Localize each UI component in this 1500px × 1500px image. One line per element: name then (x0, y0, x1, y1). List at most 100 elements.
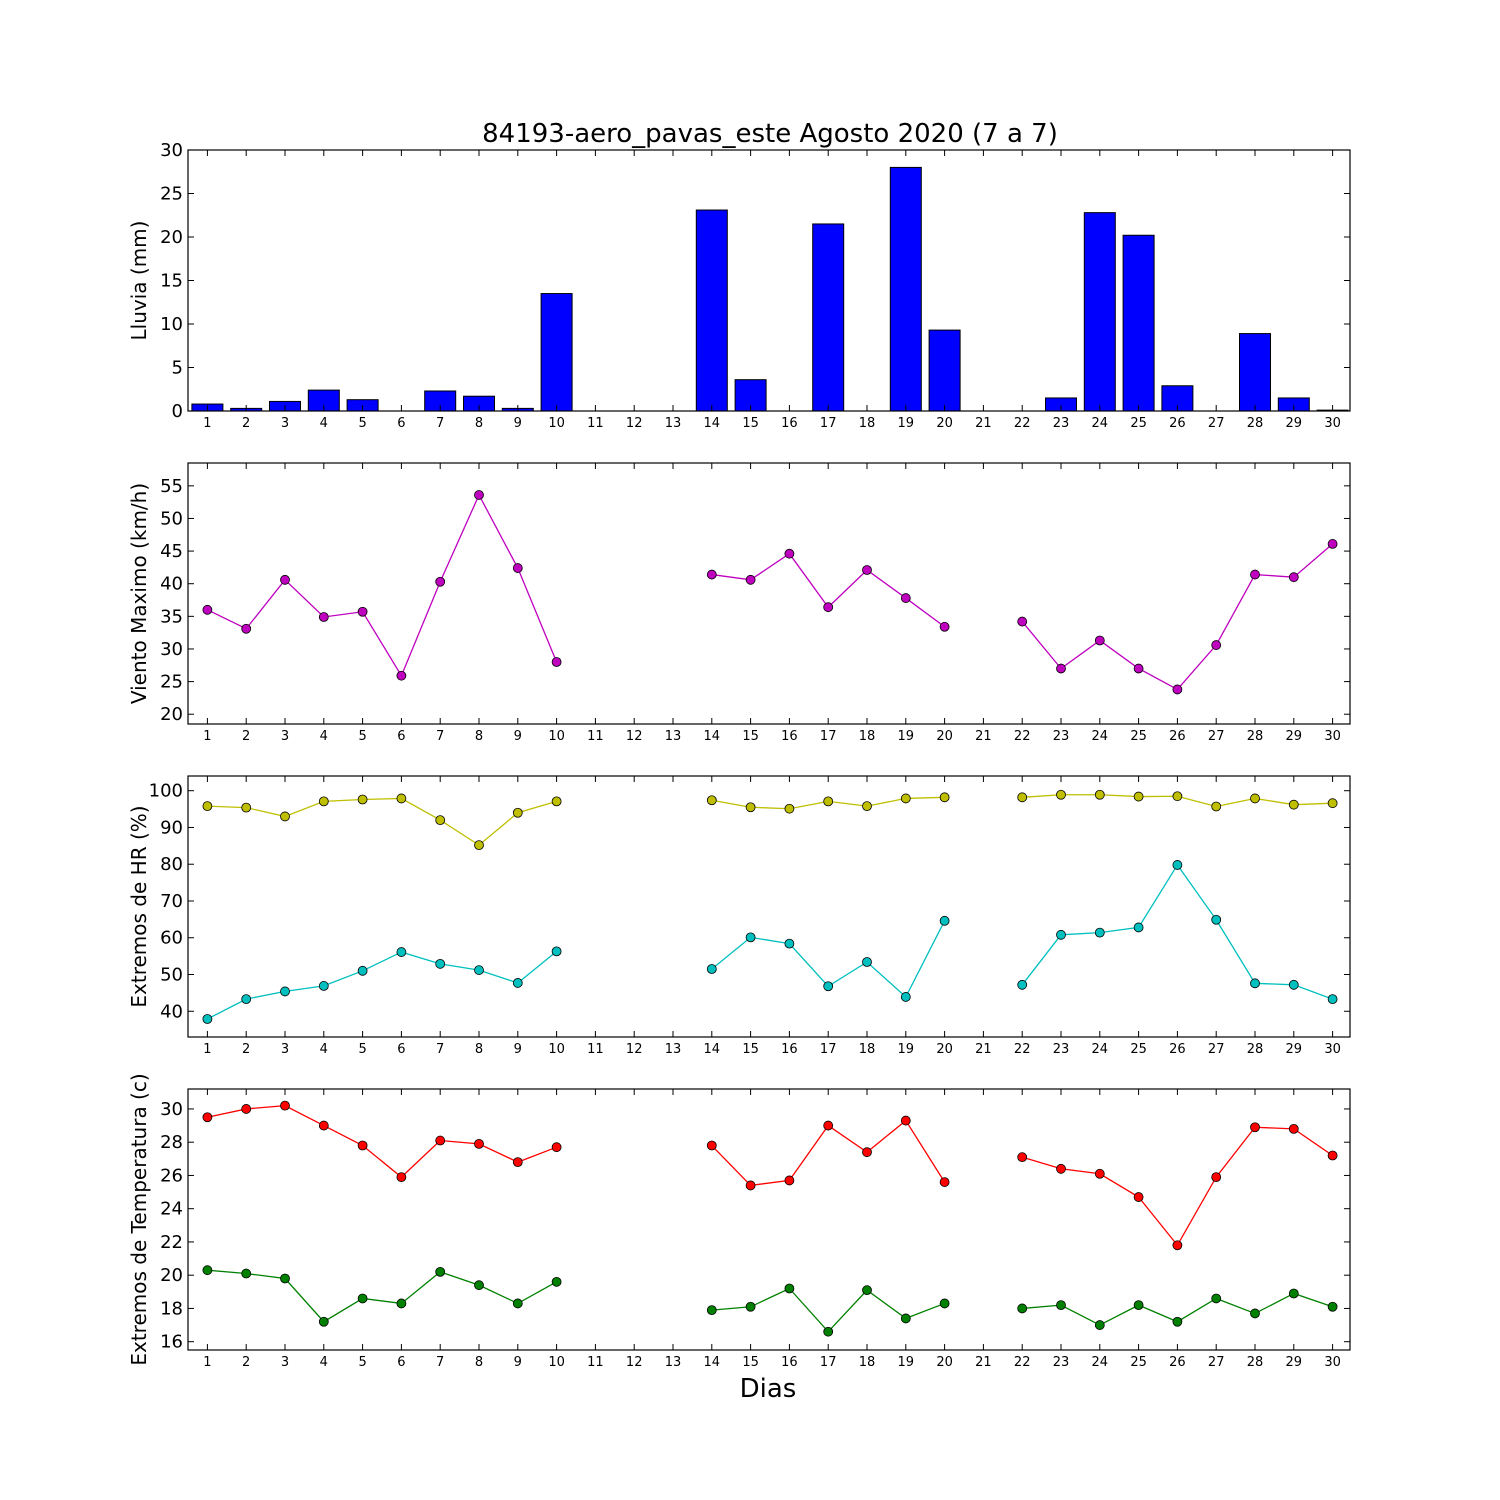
x-tick-label: 19 (898, 1355, 915, 1370)
point-day-10 (551, 946, 562, 957)
point-day-26 (1172, 791, 1183, 802)
x-tick-label: 18 (859, 729, 876, 744)
point-day-9 (512, 978, 523, 988)
x-tick-label: 13 (665, 729, 682, 744)
point-day-14 (706, 1140, 717, 1151)
x-tick-label: 4 (320, 1042, 328, 1057)
x-tick-label: 28 (1247, 729, 1264, 744)
x-tick-label: 30 (1324, 1355, 1341, 1370)
point-day-27 (1211, 914, 1222, 925)
point-day-30 (1327, 539, 1338, 549)
x-tick-label: 17 (820, 1042, 837, 1057)
y-tick-label: 20 (160, 704, 183, 725)
series-line (207, 797, 557, 846)
x-tick-label: 3 (281, 1355, 289, 1370)
y-tick-label: 18 (160, 1298, 183, 1319)
x-tick-label: 22 (1014, 729, 1031, 744)
point-day-1 (202, 604, 213, 615)
y-tick-label: 80 (160, 854, 183, 875)
x-tick-label: 24 (1092, 1042, 1109, 1057)
point-day-17 (823, 602, 834, 613)
bar-day-19 (889, 166, 922, 412)
series-line (207, 1104, 557, 1178)
x-tick-label: 29 (1286, 1355, 1303, 1370)
x-tick-label: 7 (436, 1355, 444, 1370)
x-tick-label: 30 (1324, 729, 1341, 744)
y-tick-label: 70 (160, 891, 183, 912)
point-day-8 (474, 840, 484, 851)
x-tick-label: 21 (975, 1042, 992, 1057)
x-tick-label: 9 (514, 1355, 522, 1370)
y-tick-label: 5 (172, 358, 183, 379)
point-day-24 (1094, 1168, 1105, 1179)
x-tick-label: 14 (704, 729, 721, 744)
x-tick-label: 22 (1014, 416, 1031, 431)
point-day-14 (706, 795, 717, 806)
point-day-7 (435, 1266, 446, 1277)
point-day-19 (900, 593, 911, 603)
y-tick-label: 28 (160, 1132, 183, 1153)
point-day-22 (1017, 616, 1028, 627)
x-tick-label: 29 (1286, 416, 1303, 431)
x-tick-label: 16 (781, 416, 798, 431)
point-day-25 (1133, 663, 1144, 674)
point-day-7 (435, 1135, 446, 1146)
point-day-19 (900, 1115, 911, 1126)
y-axis-label: Lluvia (mm) (127, 221, 151, 341)
point-day-26 (1172, 684, 1183, 695)
axes-frame (187, 462, 1351, 725)
y-tick-label: 60 (160, 928, 183, 949)
point-day-6 (396, 670, 407, 681)
x-tick-label: 7 (436, 416, 444, 431)
x-tick-label: 26 (1169, 1042, 1186, 1057)
y-axis-label: Viento Maximo (km/h) (127, 483, 151, 704)
y-tick-label: 20 (160, 227, 183, 248)
series-viento-0 (202, 490, 1338, 695)
x-tick-label: 8 (475, 1355, 483, 1370)
point-day-20 (939, 1177, 950, 1187)
series-temp-1 (202, 1265, 1338, 1337)
x-tick-label: 2 (242, 1355, 250, 1370)
x-tick-label: 27 (1208, 729, 1225, 744)
point-day-6 (396, 1172, 407, 1183)
y-tick-label: 24 (160, 1199, 183, 1220)
point-day-5 (357, 1140, 368, 1151)
point-day-29 (1288, 799, 1299, 810)
bar-day-25 (1122, 234, 1155, 412)
x-tick-label: 3 (281, 416, 289, 431)
x-tick-label: 2 (242, 1042, 250, 1057)
y-tick-label: 25 (160, 184, 183, 205)
point-day-8 (474, 490, 484, 500)
point-day-24 (1094, 927, 1105, 938)
x-tick-label: 17 (820, 416, 837, 431)
point-day-15 (745, 1301, 756, 1312)
x-tick-label: 12 (626, 416, 643, 431)
point-day-29 (1288, 1288, 1299, 1299)
point-day-3 (280, 811, 290, 822)
y-tick-label: 45 (160, 541, 183, 562)
x-tick-label: 18 (859, 1355, 876, 1370)
x-tick-label: 4 (320, 729, 328, 744)
x-tick-label: 9 (514, 416, 522, 431)
series-line (1021, 543, 1334, 691)
point-day-30 (1327, 1301, 1338, 1312)
x-tick-label: 19 (898, 1042, 915, 1057)
x-tick-label: 10 (548, 416, 565, 431)
point-day-23 (1056, 929, 1066, 940)
y-tick-label: 35 (160, 606, 183, 627)
x-tick-label: 10 (548, 1042, 565, 1057)
point-day-23 (1056, 1300, 1066, 1311)
point-day-20 (939, 915, 950, 926)
y-axis-label: Extremos de Temperatura (c) (127, 1073, 151, 1365)
point-day-28 (1250, 1122, 1260, 1133)
point-day-23 (1056, 789, 1066, 800)
point-day-22 (1017, 1303, 1028, 1314)
chart-title: 84193-aero_pavas_este Agosto 2020 (7 a 7… (482, 119, 1058, 149)
x-tick-label: 3 (281, 729, 289, 744)
point-day-24 (1094, 789, 1105, 800)
point-day-19 (900, 793, 911, 804)
